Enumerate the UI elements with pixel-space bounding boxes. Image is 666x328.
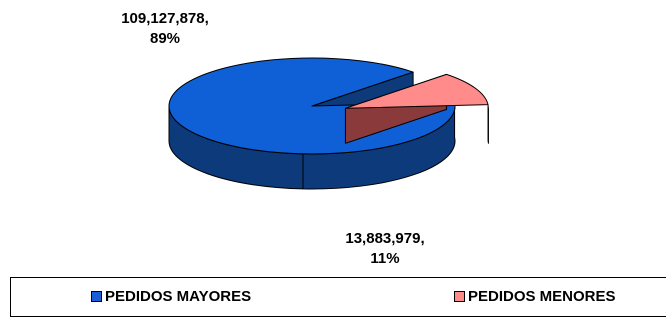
data-label-percent: 11% bbox=[370, 250, 400, 267]
data-label-percent: 89% bbox=[149, 30, 181, 47]
pie-chart bbox=[168, 57, 489, 190]
slice-pedidos-menores bbox=[344, 73, 489, 109]
data-label-pedidos-mayores: 109,127,878, 89% bbox=[90, 9, 240, 49]
data-label-value: 109,127,878, bbox=[121, 10, 209, 27]
data-label-pedidos-menores: 13,883,979, 11% bbox=[310, 229, 460, 269]
legend-label: PEDIDOS MAYORES bbox=[105, 288, 252, 305]
legend-label: PEDIDOS MENORES bbox=[468, 288, 616, 305]
legend-swatch-pedidos-mayores bbox=[91, 291, 102, 302]
legend-swatch-pedidos-menores bbox=[454, 291, 465, 302]
chart-legend: PEDIDOS MAYORES PEDIDOS MENORES bbox=[10, 277, 666, 317]
data-label-value: 13,883,979, bbox=[345, 230, 425, 247]
legend-item-pedidos-mayores: PEDIDOS MAYORES bbox=[91, 289, 251, 305]
legend-item-pedidos-menores: PEDIDOS MENORES bbox=[454, 289, 616, 305]
